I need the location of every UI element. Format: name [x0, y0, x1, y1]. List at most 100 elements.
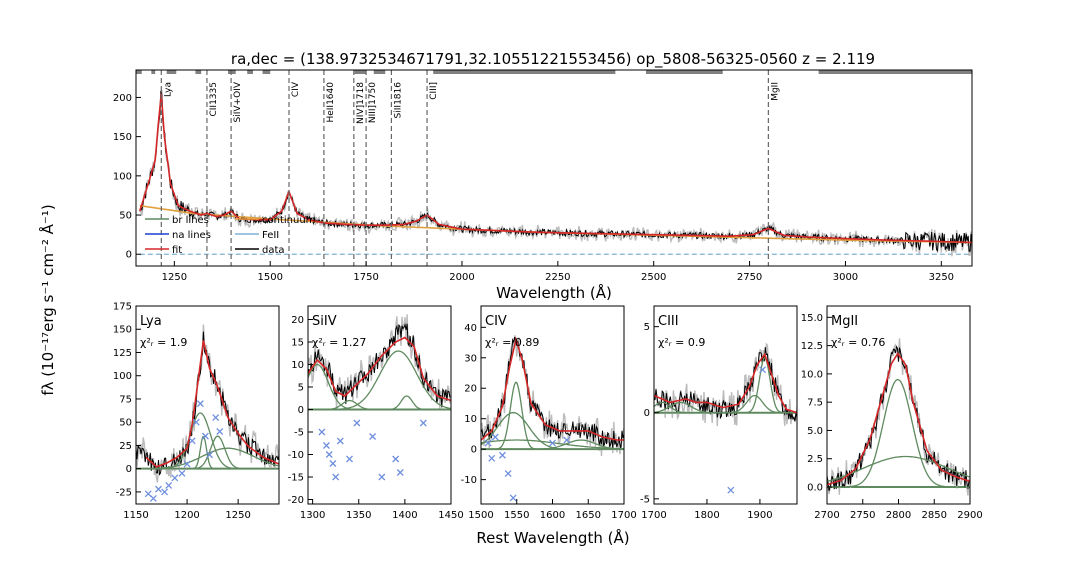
mask-segment	[818, 70, 972, 74]
plot-area	[136, 70, 972, 266]
masked-point	[322, 442, 330, 449]
y-tick-label: 20	[464, 384, 477, 395]
fit-line	[481, 336, 624, 441]
x-tick-label: 1500	[257, 272, 282, 283]
fit-line	[827, 352, 970, 486]
panel-chi2: χ²ᵣ = 1.9	[140, 336, 187, 349]
y-tick-label: -15	[288, 473, 304, 484]
x-tick-label: 3250	[929, 272, 954, 283]
x-tick-label: 2750	[737, 272, 762, 283]
bottom-x-axis-label: Rest Wavelength (Å)	[476, 528, 629, 547]
panel-chi2: χ²ᵣ = 0.9	[658, 336, 705, 349]
x-tick-label: 2500	[641, 272, 666, 283]
x-tick-label: 2750	[850, 510, 875, 521]
component-line	[308, 395, 451, 411]
x-tick-label: 1450	[438, 510, 463, 521]
mask-segment	[195, 70, 202, 74]
y-tick-label: -10	[288, 450, 304, 461]
y-tick-label: 100	[113, 371, 132, 382]
legend-label: FeII	[262, 230, 279, 241]
panel-lya: 1150 1200 1250 -25 0 25 50 75 100 125 150 175 Lya χ²ᵣ…	[113, 302, 280, 521]
x-tick-label: 1700	[641, 510, 666, 521]
panel-ciii: 1700 1800 1900 -5 0 5 CIII χ²ᵣ = 0.9	[640, 305, 798, 521]
y-tick-label: 150	[113, 132, 132, 143]
panel-mgii: 2700 2750 2800 2850 2900 0.0 2.5 5.0 7.5 10.0 12.5…	[801, 305, 983, 521]
data-trace	[139, 91, 972, 253]
legend-label: na lines	[172, 230, 211, 241]
y-tick-label: 175	[113, 302, 132, 313]
masked-point	[336, 437, 344, 445]
masked-point	[165, 481, 173, 489]
masked-point	[171, 474, 179, 482]
line-marker-label: CII1335	[209, 82, 219, 117]
x-tick-label: 1400	[392, 510, 417, 521]
panel-frame	[653, 305, 798, 505]
masked-point	[216, 428, 224, 435]
component-line	[308, 399, 451, 411]
mask-segment	[247, 70, 253, 74]
masked-point	[188, 437, 196, 445]
panel-title: CIII	[658, 314, 679, 329]
masked-point	[509, 494, 517, 502]
masked-point	[212, 414, 220, 422]
masked-point	[149, 494, 157, 502]
panels: 1250 1500 1750 2000 2250 2500 2750 3000 32500501…	[113, 69, 983, 521]
x-tick-label: 2700	[814, 510, 839, 521]
line-marker-label: SiII1816	[393, 82, 403, 119]
line-marker-label: Lya	[163, 82, 173, 97]
panel-frame	[826, 305, 971, 505]
masked-point	[329, 460, 337, 467]
masked-point	[491, 433, 499, 441]
y-tick-label: 40	[464, 323, 477, 334]
y-tick-label: 0	[644, 408, 650, 419]
mask-segment	[166, 70, 177, 74]
x-tick-label: 2900	[957, 510, 982, 521]
y-tick-label: -20	[288, 495, 304, 506]
panel-frame	[135, 69, 973, 267]
x-tick-label: 3000	[833, 272, 858, 283]
y-tick-label: 10.0	[801, 369, 823, 380]
panel-title: Lya	[140, 314, 162, 329]
masked-point	[196, 400, 204, 408]
masked-point	[178, 469, 186, 477]
y-tick-label: 10	[464, 414, 477, 425]
y-tick-label: 100	[113, 171, 132, 182]
fit-line	[139, 93, 972, 244]
masked-point	[419, 419, 427, 427]
y-tick-label: 7.5	[807, 398, 823, 409]
panel-chi2: χ²ᵣ = 0.76	[831, 336, 885, 349]
x-tick-label: 1650	[576, 510, 601, 521]
line-marker-label: SiIV+OIV	[233, 81, 243, 122]
y-tick-label: 15	[291, 338, 304, 349]
masked-point	[206, 451, 214, 459]
x-tick-label: 1250	[162, 272, 187, 283]
line-marker-label: HeII1640	[326, 82, 336, 123]
masked-point	[155, 485, 162, 493]
x-tick-label: 1800	[694, 510, 719, 521]
x-tick-label: 1550	[504, 510, 529, 521]
masked-point	[488, 454, 496, 462]
x-tick-label: 2000	[449, 272, 474, 283]
legend-label: br lines	[172, 215, 209, 226]
masked-point	[192, 418, 200, 426]
panel-title: SiIV	[312, 314, 337, 329]
plot-area	[308, 314, 451, 481]
plot-area	[481, 335, 624, 502]
y-tick-label: 0	[298, 405, 304, 416]
x-tick-label: 1500	[468, 510, 493, 521]
masked-point	[369, 433, 377, 440]
x-tick-label: 2250	[545, 272, 570, 283]
x-tick-label: 1700	[611, 510, 636, 521]
x-tick-label: 1350	[346, 510, 371, 521]
component-line	[827, 378, 970, 488]
masked-point	[727, 486, 735, 494]
y-tick-label: 0	[126, 250, 132, 261]
data-trace	[136, 331, 279, 476]
component-line	[481, 439, 624, 450]
line-marker-label: CIV	[291, 81, 301, 97]
masked-point	[498, 451, 506, 459]
plot-area	[136, 324, 279, 502]
mask-segment	[151, 70, 156, 74]
x-tick-label: 1900	[747, 510, 772, 521]
